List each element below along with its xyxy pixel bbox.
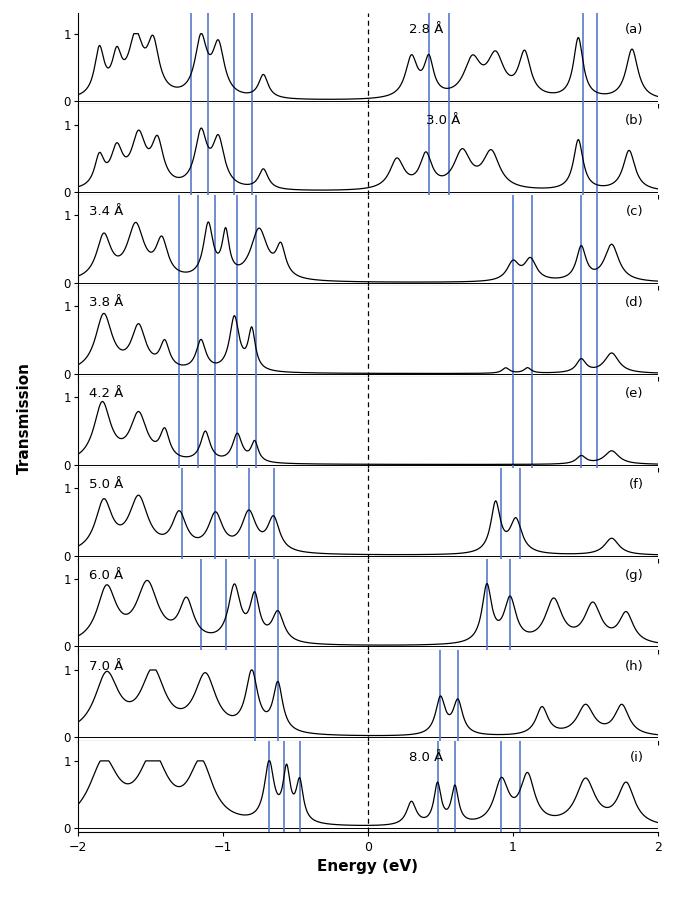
Text: 2.8 Å: 2.8 Å <box>408 23 443 36</box>
Text: 5.0 Å: 5.0 Å <box>89 478 124 491</box>
Text: (h): (h) <box>625 660 643 672</box>
Text: (b): (b) <box>625 114 643 128</box>
Text: 8.0 Å: 8.0 Å <box>408 751 443 763</box>
Text: 3.8 Å: 3.8 Å <box>89 296 124 309</box>
X-axis label: Energy (eV): Energy (eV) <box>317 859 418 874</box>
Text: 7.0 Å: 7.0 Å <box>89 660 124 672</box>
Text: (e): (e) <box>625 387 643 400</box>
Text: 3.4 Å: 3.4 Å <box>89 205 124 218</box>
Text: (c): (c) <box>626 205 643 218</box>
Text: (d): (d) <box>625 296 643 309</box>
Text: (g): (g) <box>625 569 643 582</box>
Text: (f): (f) <box>628 478 643 491</box>
Text: 4.2 Å: 4.2 Å <box>89 387 124 400</box>
Text: 3.0 Å: 3.0 Å <box>426 114 460 128</box>
Text: (a): (a) <box>625 23 643 36</box>
Text: (i): (i) <box>630 751 643 763</box>
Text: 6.0 Å: 6.0 Å <box>89 569 124 582</box>
Text: Transmission: Transmission <box>17 362 32 474</box>
